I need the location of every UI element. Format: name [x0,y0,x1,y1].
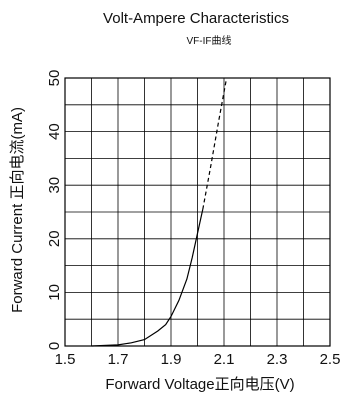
x-tick-label: 2.3 [267,351,288,368]
y-tick-label: 0 [46,342,63,350]
y-tick-label: 10 [46,284,63,301]
chart-title: Volt-Ampere Characteristics [103,10,289,27]
x-tick-label: 1.5 [55,351,76,368]
chart-subtitle: VF-IF曲线 [187,34,232,47]
y-tick-label: 50 [46,70,63,87]
x-tick-label: 2.1 [214,351,235,368]
x-axis-label: Forward Voltage正向电压(V) [105,376,294,393]
series-group [91,77,228,347]
iv-curve [91,209,204,347]
y-tick-label: 20 [46,230,63,247]
x-tick-label: 1.9 [161,351,182,368]
plot-frame [64,77,331,347]
y-tick-label: 40 [46,123,63,140]
y-tick-label: 30 [46,177,63,194]
y-tick-labels: 0 10 20 30 40 50 [46,70,63,351]
iv-curve-extrapolated [202,77,228,210]
x-tick-labels: 1.5 1.7 1.9 2.1 2.3 2.5 [55,351,341,368]
x-tick-label: 2.5 [320,351,341,368]
x-tick-label: 1.7 [108,351,129,368]
y-axis-label: Forward Current 正向电流(mA) [9,107,26,313]
grid [65,78,330,346]
